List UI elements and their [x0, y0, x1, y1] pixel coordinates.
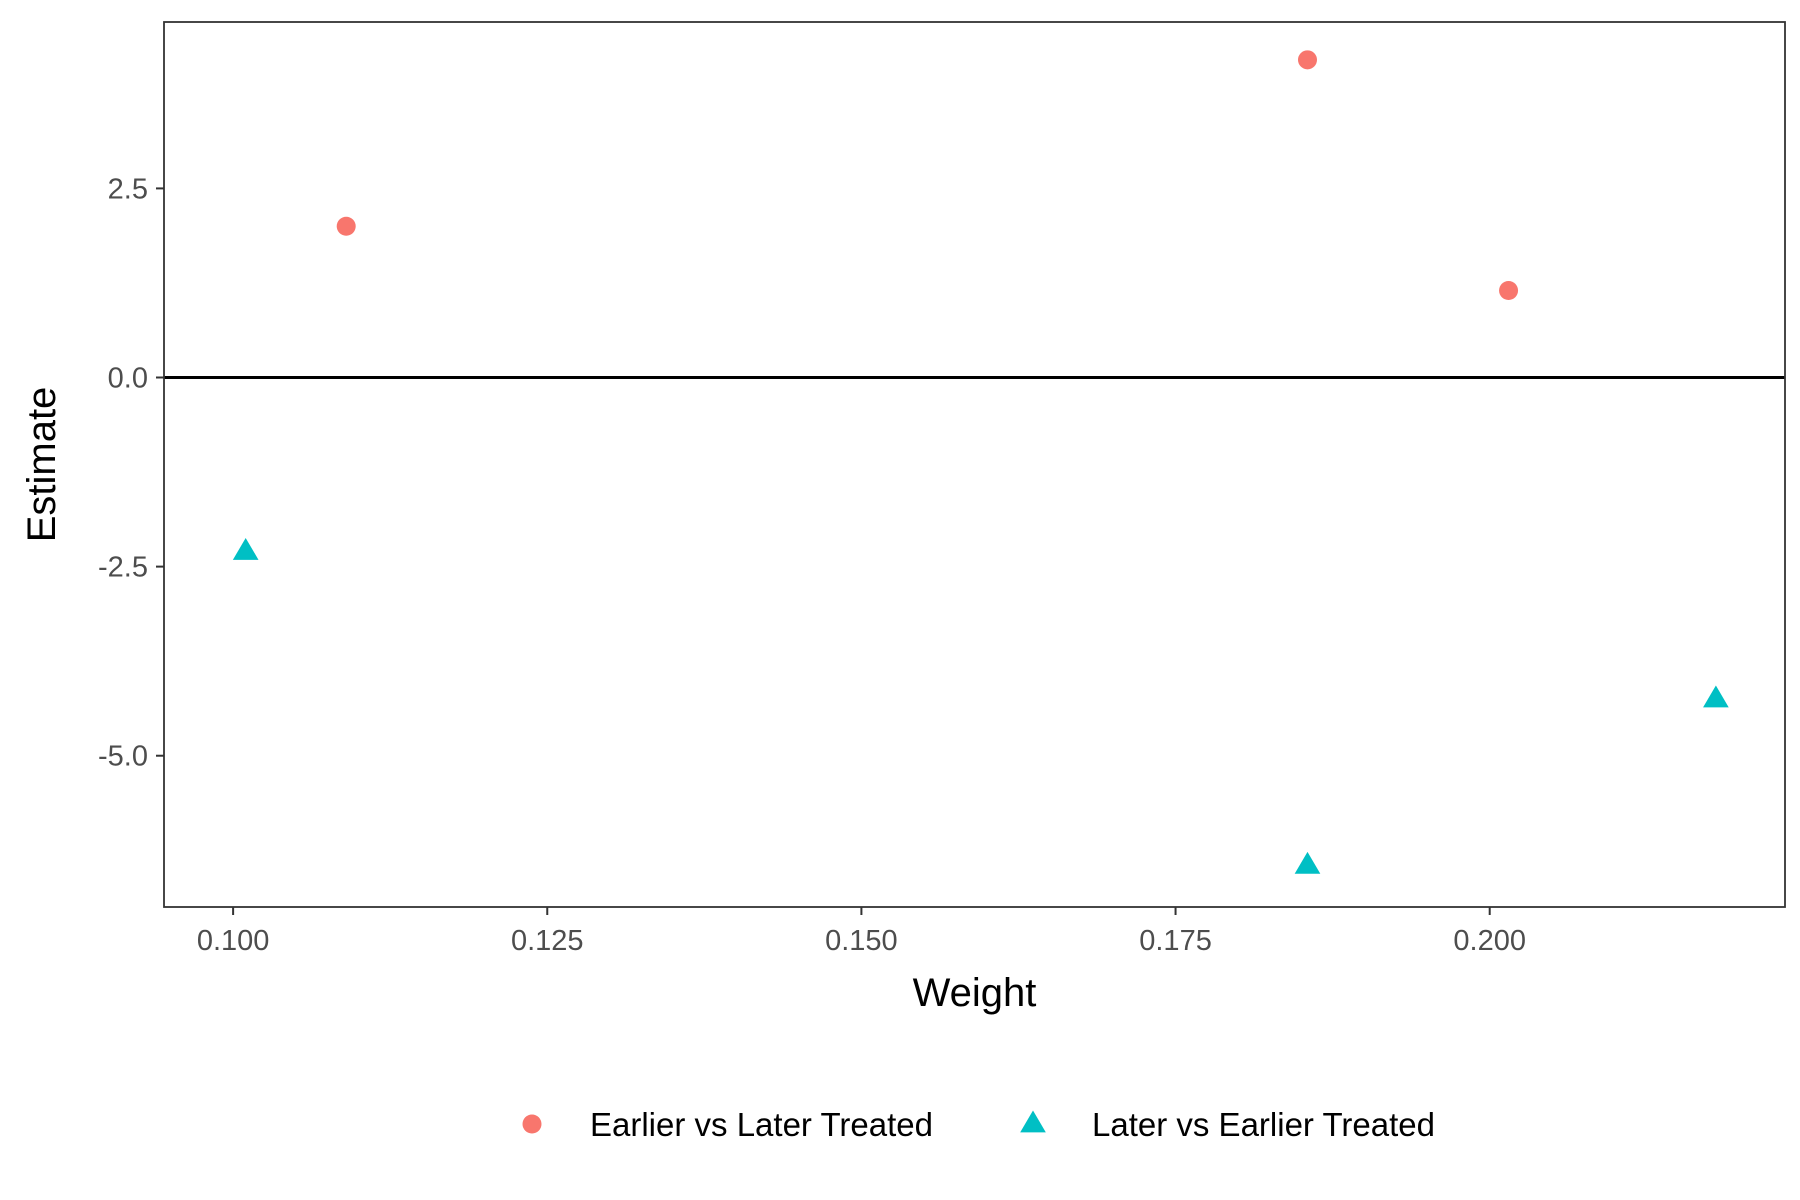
x-tick-label-4: 0.175 — [1139, 925, 1212, 957]
point-series-1-1 — [336, 216, 356, 236]
y-tick-label-3: 0.0 — [108, 363, 148, 395]
legend: Earlier vs Later Treated Later vs Earlier… — [522, 1106, 1435, 1143]
x-tick-label-5: 0.200 — [1453, 925, 1526, 957]
legend-key-series-2 — [1020, 1110, 1046, 1133]
point-series-2-2 — [1294, 851, 1321, 874]
x-tick-label-1: 0.100 — [197, 925, 270, 957]
axes-layer: 0.100 0.125 0.150 0.175 0.200 -5.0 -2.5 0.0 2.5 — [98, 21, 1786, 957]
plot-data-layer — [164, 50, 1785, 874]
point-series-1-2 — [1297, 50, 1317, 70]
legend-key-series-1 — [522, 1114, 542, 1134]
point-series-2-1 — [232, 537, 259, 560]
legend-label-series-1: Earlier vs Later Treated — [590, 1106, 933, 1143]
y-tick-label-1: -5.0 — [98, 741, 148, 773]
plot-panel-border — [163, 21, 1786, 908]
x-tick-label-3: 0.150 — [825, 925, 898, 957]
x-tick-label-2: 0.125 — [511, 925, 584, 957]
legend-label-series-2: Later vs Earlier Treated — [1092, 1106, 1435, 1143]
y-tick-label-4: 2.5 — [108, 173, 148, 205]
y-tick-label-2: -2.5 — [98, 552, 148, 584]
x-axis-title: Weight — [913, 971, 1037, 1015]
point-series-2-3 — [1703, 685, 1729, 708]
point-series-1-3 — [1499, 281, 1519, 301]
y-axis-title: Estimate — [20, 387, 64, 543]
